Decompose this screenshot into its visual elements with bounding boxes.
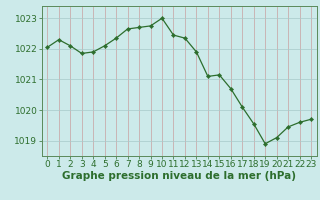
X-axis label: Graphe pression niveau de la mer (hPa): Graphe pression niveau de la mer (hPa) bbox=[62, 171, 296, 181]
